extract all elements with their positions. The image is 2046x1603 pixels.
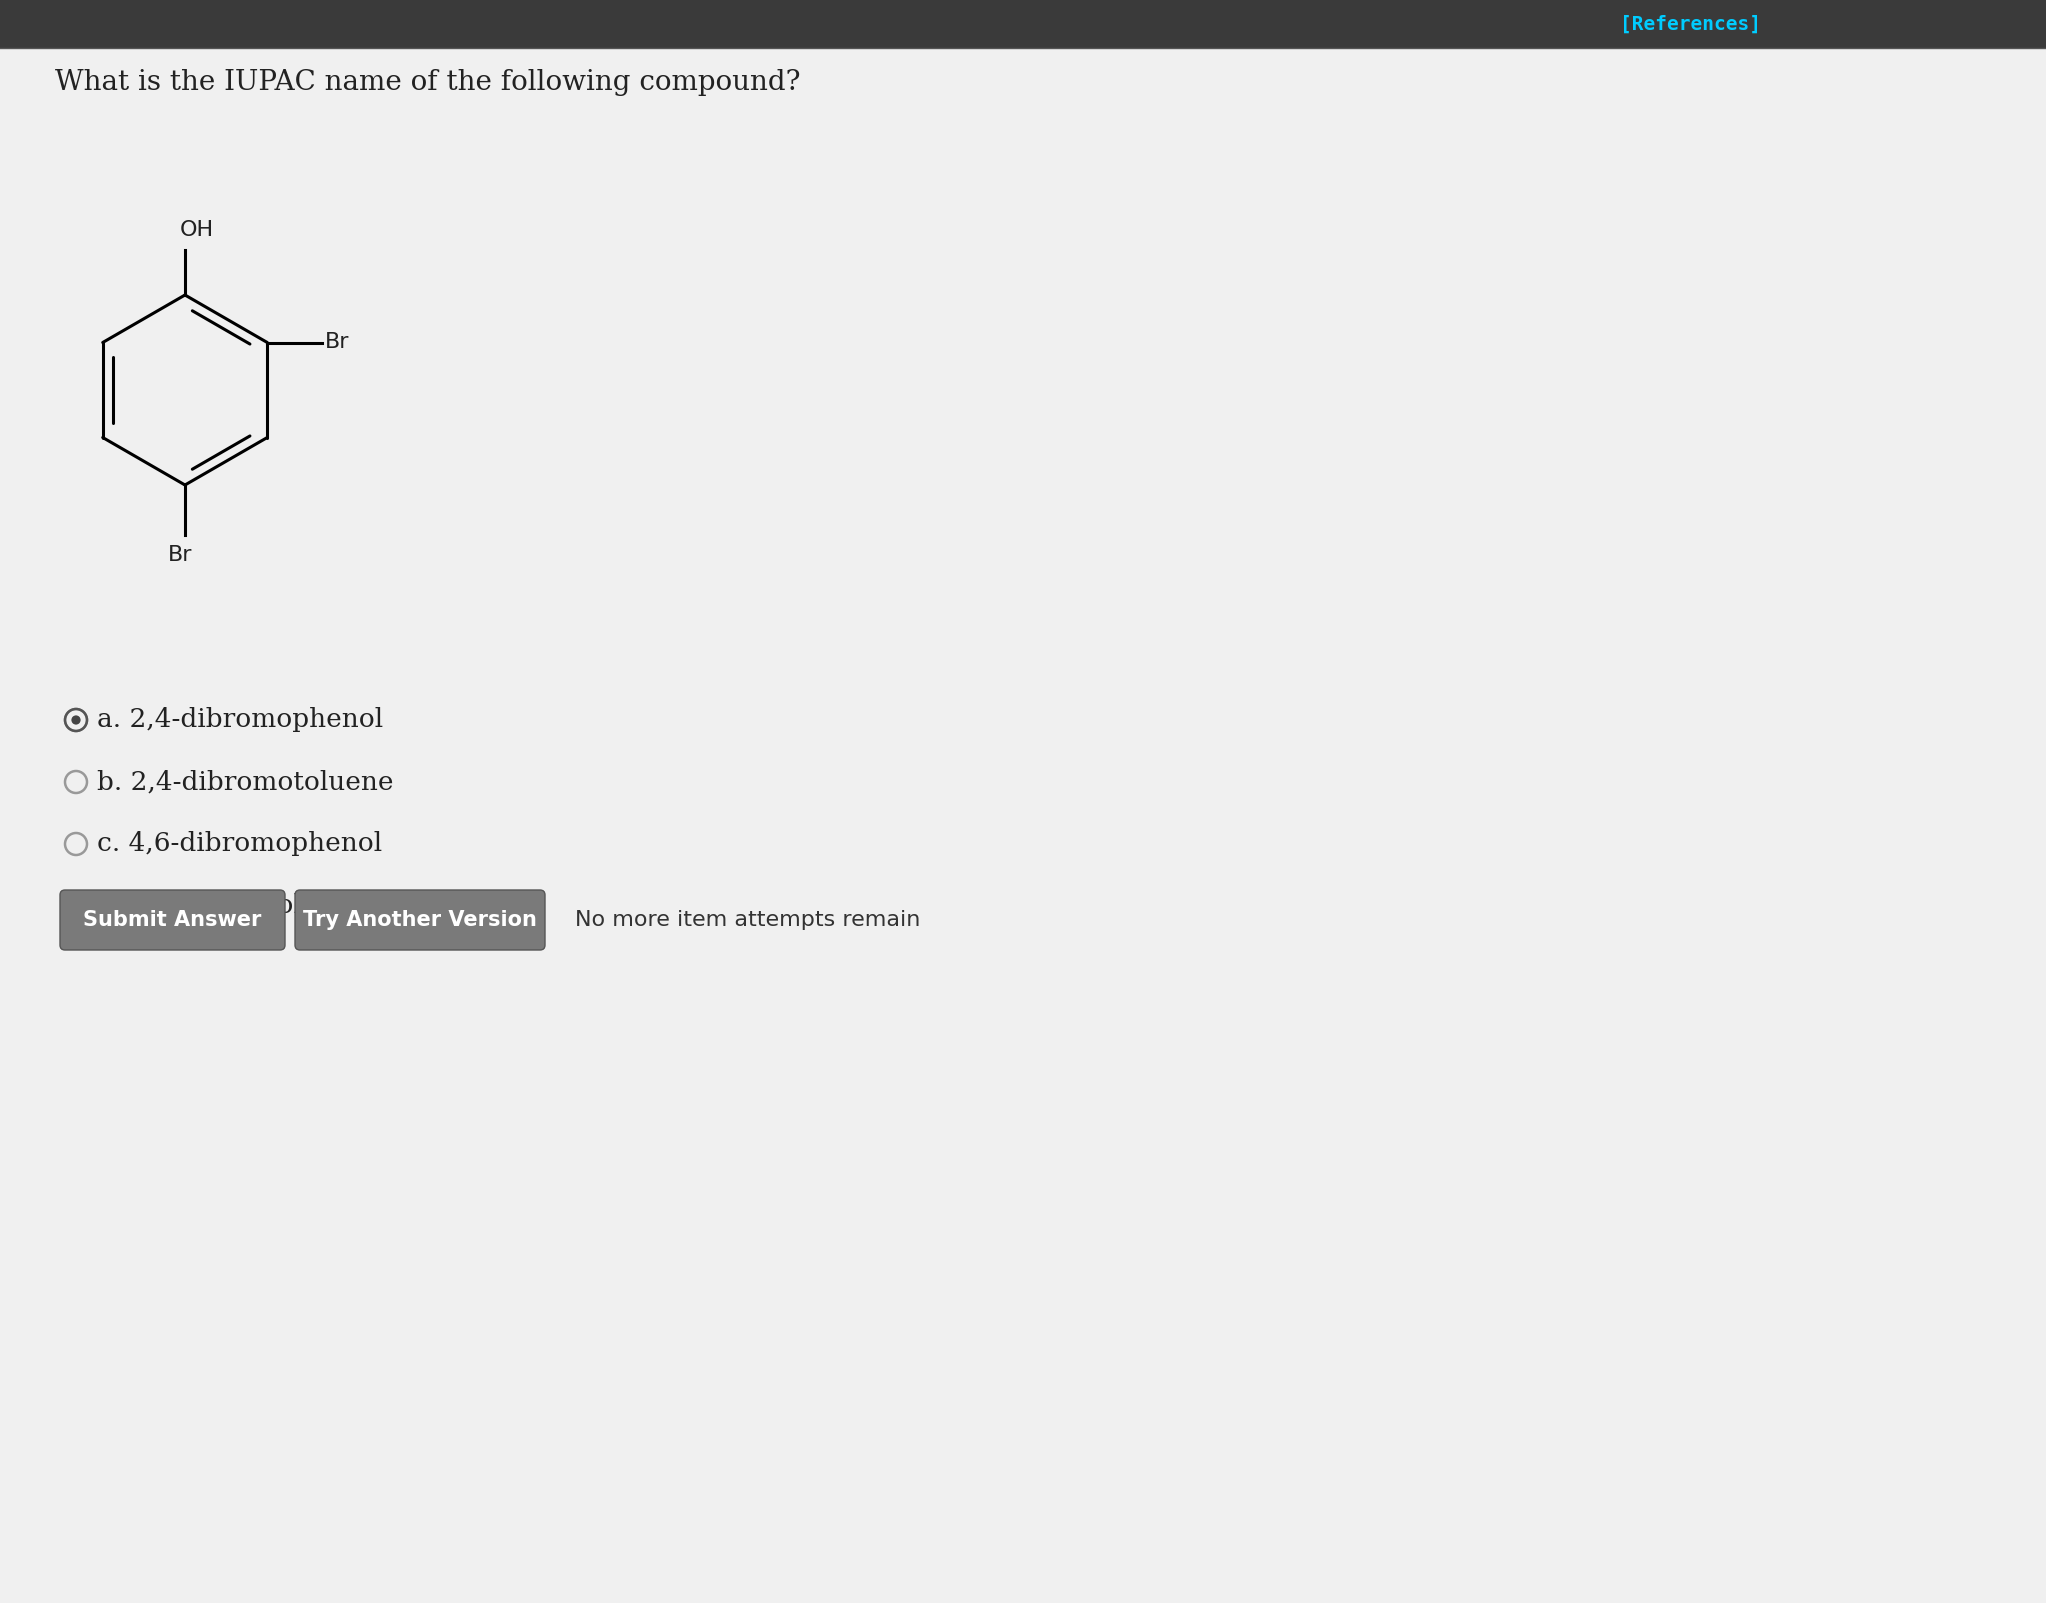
Text: a. 2,4-dibromophenol: a. 2,4-dibromophenol (96, 707, 383, 733)
Text: c. 4,6-dibromophenol: c. 4,6-dibromophenol (96, 832, 383, 856)
Text: Br: Br (168, 545, 192, 564)
FancyBboxPatch shape (0, 0, 2046, 48)
Text: OH: OH (180, 220, 215, 240)
Text: d. 2,4-dibromohydroxybenzene: d. 2,4-dibromohydroxybenzene (96, 893, 512, 919)
Text: Br: Br (325, 332, 350, 353)
Text: Try Another Version: Try Another Version (303, 911, 536, 930)
Text: b. 2,4-dibromotoluene: b. 2,4-dibromotoluene (96, 769, 393, 795)
Circle shape (72, 715, 80, 725)
FancyBboxPatch shape (295, 890, 544, 951)
Text: What is the IUPAC name of the following compound?: What is the IUPAC name of the following … (55, 69, 800, 96)
Text: No more item attempts remain: No more item attempts remain (575, 911, 921, 930)
Text: Submit Answer: Submit Answer (84, 911, 262, 930)
Text: [References]: [References] (1620, 14, 1760, 34)
FancyBboxPatch shape (59, 890, 284, 951)
